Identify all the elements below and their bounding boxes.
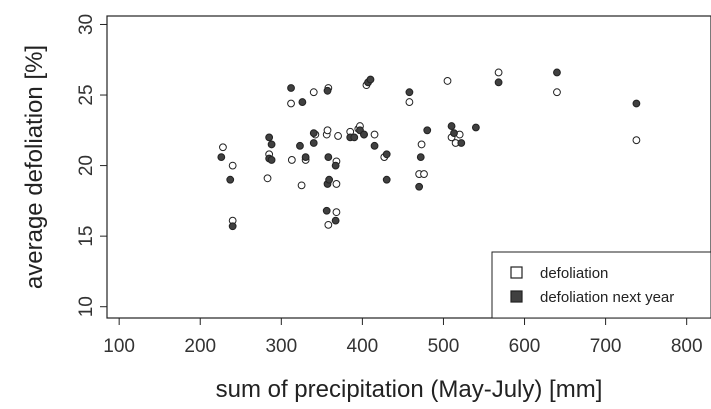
point-defoliation (553, 88, 561, 97)
y-tick-label: 20 (76, 155, 97, 176)
point-defoliation (405, 98, 414, 106)
point-defoliation (332, 180, 341, 188)
point-defoliation-next-year (324, 153, 333, 162)
point-defoliation (494, 68, 503, 77)
x-axis-title: sum of precipitation (May-July) [mm] (216, 376, 603, 403)
point-defoliation (370, 130, 379, 139)
point-defoliation (228, 161, 237, 170)
legend-label-defoliation: defoliation (540, 265, 608, 282)
x-tick-label: 700 (590, 336, 622, 357)
legend: defoliation defoliation next year (491, 251, 711, 319)
y-tick-label: 25 (76, 84, 97, 105)
point-defoliation-next-year (309, 129, 318, 138)
point-defoliation-next-year (287, 84, 295, 92)
point-defoliation-next-year (322, 206, 331, 215)
point-defoliation-next-year (423, 126, 432, 135)
x-tick-label: 800 (671, 336, 703, 357)
point-defoliation-next-year (382, 150, 391, 159)
point-defoliation-next-year (366, 75, 375, 84)
point-defoliation (443, 77, 452, 85)
point-defoliation (417, 140, 426, 149)
point-defoliation-next-year (267, 140, 276, 149)
point-defoliation-next-year (415, 182, 424, 191)
x-tick-label: 100 (103, 336, 135, 357)
point-defoliation-next-year (471, 123, 480, 132)
point-defoliation-next-year (265, 133, 274, 142)
point-defoliation-next-year (360, 130, 368, 139)
point-defoliation-next-year (331, 161, 340, 170)
x-tick-label: 400 (347, 336, 379, 357)
point-defoliation (632, 136, 641, 145)
x-axis: 100 200 300 400 500 600 700 800 (103, 318, 703, 357)
point-defoliation-next-year (416, 153, 425, 162)
point-defoliation (263, 174, 272, 183)
legend-box (491, 251, 711, 319)
point-defoliation (420, 170, 428, 178)
point-defoliation (324, 220, 333, 229)
legend-key-defoliation-next-year (510, 290, 523, 303)
point-defoliation (287, 99, 295, 108)
y-axis: 10 15 20 25 30 (76, 14, 107, 317)
point-defoliation-next-year (447, 122, 456, 130)
point-defoliation-next-year (309, 139, 318, 147)
point-defoliation-next-year (350, 133, 359, 142)
x-tick-label: 600 (509, 336, 541, 357)
point-defoliation (219, 143, 227, 152)
data-points (217, 68, 641, 231)
point-defoliation-next-year (450, 129, 458, 138)
x-tick-label: 200 (184, 336, 216, 357)
point-defoliation (297, 181, 306, 190)
legend-label-defoliation-next-year: defoliation next year (540, 289, 674, 306)
point-defoliation-next-year (228, 222, 237, 231)
point-defoliation (287, 156, 296, 164)
y-tick-label: 30 (76, 14, 97, 35)
point-defoliation-next-year (553, 68, 561, 77)
point-defoliation-next-year (298, 98, 307, 106)
point-defoliation-next-year (382, 175, 391, 184)
point-defoliation-next-year (323, 86, 332, 95)
y-tick-label: 15 (76, 226, 97, 247)
point-defoliation (323, 126, 332, 135)
x-tick-label: 300 (265, 336, 297, 357)
point-defoliation (334, 132, 342, 140)
y-axis-title: average defoliation [%] (21, 45, 48, 289)
point-defoliation-next-year (226, 175, 235, 184)
point-defoliation-next-year (301, 153, 310, 162)
point-defoliation-next-year (331, 216, 340, 225)
point-defoliation (309, 88, 318, 97)
point-defoliation-next-year (370, 141, 379, 150)
legend-key-defoliation (510, 266, 523, 279)
plot-frame (106, 15, 711, 319)
point-defoliation-next-year (632, 99, 641, 108)
point-defoliation-next-year (325, 175, 334, 184)
point-defoliation-next-year (267, 156, 276, 164)
point-defoliation (332, 208, 341, 217)
point-defoliation-next-year (296, 141, 304, 150)
x-tick-label: 500 (428, 336, 460, 357)
point-defoliation-next-year (405, 88, 414, 97)
point-defoliation-next-year (217, 153, 226, 162)
y-tick-label: 10 (76, 296, 97, 317)
point-defoliation-next-year (457, 139, 466, 147)
point-defoliation-next-year (494, 78, 503, 87)
